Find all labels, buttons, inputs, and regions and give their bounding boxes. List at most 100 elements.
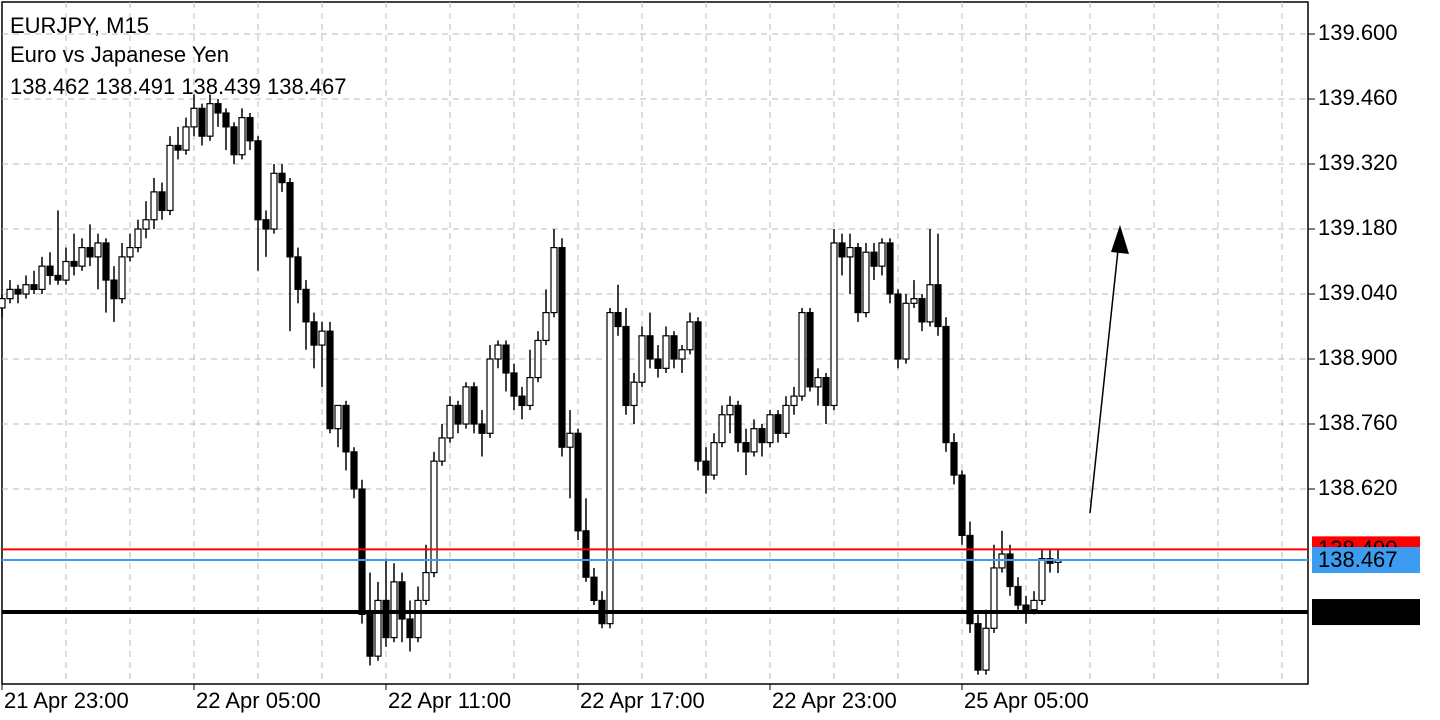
level-label-box (1312, 599, 1420, 626)
symbol-description: Euro vs Japanese Yen (10, 42, 229, 67)
candle-body (798, 311, 806, 397)
candle-body (982, 627, 990, 671)
candle-body (710, 441, 718, 476)
candle-body (134, 228, 142, 249)
candle-body (822, 376, 830, 407)
ohlc-high: 138.491 (96, 74, 176, 99)
candle-body (198, 107, 206, 137)
y-tick-label: 138.620 (1318, 475, 1398, 500)
candle-body (462, 386, 470, 425)
candle-body (70, 260, 78, 267)
candle-body (622, 325, 630, 407)
candle-body (38, 265, 46, 290)
y-tick-label: 138.900 (1318, 345, 1398, 370)
candle-body (582, 530, 590, 578)
candle-body (126, 246, 134, 258)
ohlc-info: 138.462 138.491 138.439 138.467 (10, 74, 347, 99)
candle-body (766, 414, 774, 444)
candle-body (918, 298, 926, 323)
y-tick-label: 138.760 (1318, 410, 1398, 435)
candle-body (574, 432, 582, 532)
candle-body (190, 107, 198, 128)
candle-body (0, 298, 6, 309)
arrow (1089, 249, 1119, 514)
candle-body (638, 335, 646, 383)
ohlc-close: 138.467 (267, 74, 347, 99)
candle-body (446, 404, 454, 439)
candle-body (310, 321, 318, 346)
candle-body (974, 623, 982, 671)
candle-body (838, 242, 846, 258)
plot-frame (1, 1, 1309, 685)
candle-body (246, 117, 254, 142)
candle-body (230, 126, 238, 156)
candle-body (630, 381, 638, 407)
candle-body (694, 321, 702, 462)
candle-body (942, 325, 950, 444)
candle-body (662, 335, 670, 369)
candle-body (518, 395, 526, 407)
candle-body (270, 172, 278, 230)
x-tick-label: 21 Apr 23:00 (4, 688, 129, 713)
candle-body (182, 126, 190, 151)
candle-body (454, 404, 462, 425)
candle-body (526, 376, 534, 407)
candle-body (326, 330, 334, 430)
candle-body (510, 372, 518, 397)
candle-body (118, 256, 126, 300)
candle-body (670, 335, 678, 360)
candle-body (806, 311, 814, 388)
candle-body (886, 242, 894, 295)
bid-label-box (1312, 547, 1420, 574)
candle-body (142, 219, 150, 230)
candle-body (406, 618, 414, 639)
candle-body (614, 311, 622, 328)
y-tick-label: 139.460 (1318, 85, 1398, 110)
candle-body (102, 242, 110, 281)
symbol-title: EURJPY, M15 (10, 13, 149, 38)
candle-body (6, 288, 14, 300)
candle-body (966, 534, 974, 625)
candle-body (686, 321, 694, 351)
x-tick-label: 22 Apr 05:00 (196, 688, 321, 713)
candle-body (22, 284, 30, 295)
candle-body (478, 423, 486, 434)
ohlc-open: 138.462 (10, 74, 90, 99)
candle-body (878, 242, 886, 267)
candle-body (14, 288, 22, 295)
x-tick-label: 25 Apr 05:00 (964, 688, 1089, 713)
x-tick-label: 22 Apr 11:00 (388, 688, 511, 713)
candle-body (542, 311, 550, 342)
x-tick-label: 22 Apr 23:00 (772, 688, 897, 713)
candle-body (830, 242, 838, 407)
candle-body (654, 358, 662, 369)
candle-body (254, 140, 262, 221)
candle-body (1022, 604, 1030, 611)
candle-body (110, 279, 118, 300)
candle-body (222, 112, 230, 128)
candle-body (774, 414, 782, 434)
candle-body (678, 349, 686, 360)
candle-body (382, 599, 390, 639)
candle-body (742, 441, 750, 453)
candle-body (486, 358, 494, 434)
candle-body (358, 488, 366, 615)
candle-body (78, 246, 86, 267)
candle-body (566, 432, 574, 448)
candle-body (782, 404, 790, 434)
candle-body (718, 414, 726, 444)
x-tick-label: 22 Apr 17:00 (580, 688, 705, 713)
candle-body (398, 581, 406, 620)
candle-body (342, 404, 350, 453)
candle-body (494, 344, 502, 360)
candle-body (726, 404, 734, 416)
candle-body (606, 311, 614, 625)
candle-body (646, 335, 654, 360)
candle-body (286, 181, 294, 258)
candle-body (414, 599, 422, 639)
candle-body (750, 428, 758, 453)
candle-body (702, 460, 710, 476)
candle-body (1006, 553, 1014, 588)
candle-body (206, 103, 214, 137)
